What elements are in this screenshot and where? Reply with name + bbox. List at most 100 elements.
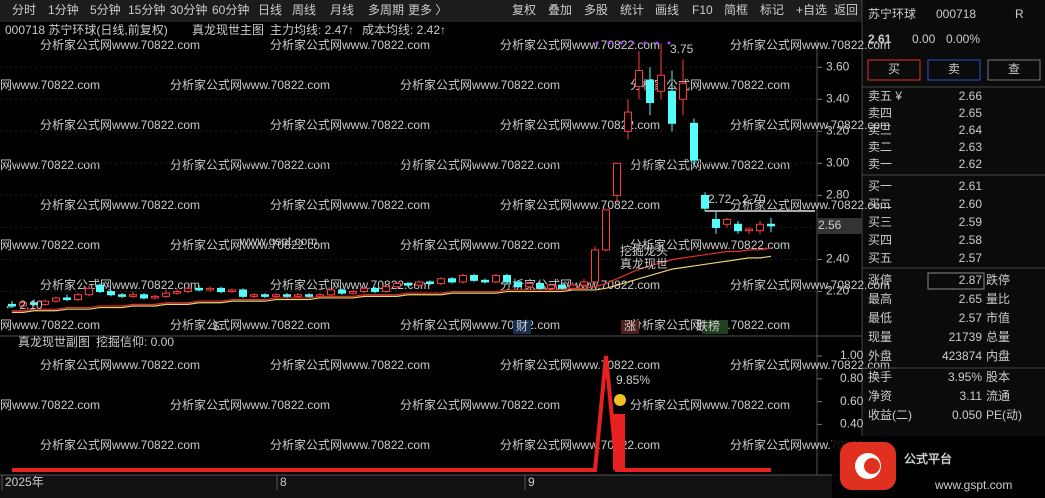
watermark: 分析家公式网www.70822.com — [730, 37, 890, 52]
candle-body — [228, 289, 236, 293]
event-marker[interactable]: 财 — [516, 319, 528, 333]
tool-button[interactable]: 画线 — [655, 3, 679, 17]
tool-button[interactable]: 返回 — [834, 3, 858, 17]
candle-body — [767, 223, 775, 227]
candle-body — [745, 228, 753, 232]
watermark: 分析家公式网www.70822.com — [730, 197, 890, 212]
period-tab[interactable]: 日线 — [258, 3, 282, 17]
signal-dot — [619, 41, 623, 45]
candle-body — [272, 294, 280, 297]
book-label: 卖二 — [868, 140, 892, 154]
signal-bar — [613, 414, 625, 470]
tool-button[interactable]: 复权 — [512, 3, 536, 17]
period-tab[interactable]: 周线 — [292, 3, 316, 17]
candle-body — [558, 284, 566, 289]
watermark: 分析家公式网www.70822.com — [500, 117, 660, 132]
watermark: 分析家公式网www.70822.com — [630, 397, 790, 412]
watermark: 分析家公式网www.70822.com — [270, 37, 430, 52]
watermark: 分析家公式网www.70822.com — [0, 237, 100, 252]
event-marker[interactable]: $ — [213, 319, 220, 333]
candle-body — [96, 284, 104, 293]
stat-label: 净资 — [868, 389, 892, 403]
signal-dot — [595, 41, 599, 45]
period-tab[interactable]: 5分钟 — [90, 2, 121, 17]
candle-body — [283, 294, 291, 297]
trade-button-label[interactable]: 查 — [1008, 62, 1020, 76]
tool-button[interactable]: F10 — [692, 3, 713, 17]
indicator-name: 真龙现世主图 — [192, 23, 264, 37]
candle-body — [30, 302, 38, 305]
watermark: 分析家公式网www.70822.com — [270, 197, 430, 212]
trade-button[interactable] — [987, 59, 1041, 81]
candle-body — [294, 294, 302, 297]
candle-body — [503, 275, 511, 283]
candle-body — [41, 300, 49, 305]
candle-body — [173, 291, 181, 294]
candle-body — [107, 291, 115, 296]
watermark: 分析家公式网www.70822.com — [400, 157, 560, 172]
watermark: 分析家公式网www.70822.com — [270, 277, 430, 292]
stock-code: 000718 苏宁环球(日线,前复权) — [5, 22, 168, 37]
candle-body — [426, 281, 434, 285]
period-tab[interactable]: 月线 — [330, 3, 354, 17]
event-marker[interactable]: 跌榜 — [696, 318, 720, 333]
x-axis-label: 8 — [280, 475, 287, 489]
period-tab[interactable]: 分时 — [12, 3, 36, 17]
watermark: 分析家公式网www.70822.com — [40, 197, 200, 212]
watermark: 分析家公式网www.70822.com — [40, 37, 200, 52]
watermark: 分析家公式网www.70822.com — [400, 237, 560, 252]
y-tick-label: 0.40 — [840, 417, 864, 431]
book-price: 2.62 — [959, 157, 983, 171]
period-tab[interactable]: 15分钟 — [128, 2, 165, 17]
book-label: 买二 — [868, 197, 892, 211]
ma-line — [12, 247, 772, 312]
event-marker[interactable]: 涨 — [624, 318, 636, 333]
stat-label: 换手 — [868, 370, 892, 384]
period-tab[interactable]: 1分钟 — [48, 2, 79, 17]
stock-name: 苏宁环球 — [868, 6, 916, 21]
candle-body — [393, 283, 401, 288]
book-label: 卖三 — [868, 123, 892, 137]
candle-body — [63, 297, 71, 301]
period-tab[interactable]: 30分钟 — [170, 2, 207, 17]
stat-label: 流通 — [986, 389, 1010, 403]
book-price: 2.66 — [959, 89, 983, 103]
watermark: 分析家公式网www.70822.com — [400, 77, 560, 92]
tool-button[interactable]: 标记 — [760, 3, 784, 17]
last-price: 2.61 — [868, 32, 892, 46]
tool-button[interactable]: +自选 — [796, 3, 827, 17]
candle-body — [327, 289, 335, 296]
period-tab[interactable]: 更多 〉 — [408, 3, 447, 17]
book-label: 买四 — [868, 233, 892, 247]
candle-body — [679, 82, 687, 100]
book-price: 2.64 — [959, 123, 983, 137]
candle-body — [613, 162, 621, 196]
trade-button-label[interactable]: 卖 — [948, 62, 960, 76]
trade-button[interactable] — [867, 59, 921, 81]
watermark: 分析家公式网www.70822.com — [170, 317, 330, 332]
watermark: 分析家公式网www.70822.com — [730, 277, 890, 292]
watermark-site: www.gspt.com — [239, 234, 317, 248]
period-tab[interactable]: 多周期 — [368, 3, 404, 17]
tool-button[interactable]: 统计 — [620, 3, 644, 17]
period-tab[interactable]: 60分钟 — [212, 2, 249, 17]
candle-body — [239, 289, 247, 297]
candle-body — [371, 287, 379, 293]
tool-button[interactable]: 叠加 — [548, 3, 572, 17]
candle-body — [690, 122, 698, 161]
book-price: 2.61 — [959, 179, 983, 193]
tool-button[interactable]: 简框 — [724, 3, 748, 17]
event-badge — [702, 320, 728, 334]
trade-button[interactable] — [927, 59, 981, 81]
candle-body — [162, 292, 170, 297]
y-tick-label: 2.40 — [826, 252, 850, 266]
candle-body — [536, 283, 544, 289]
candle-body — [184, 287, 192, 293]
candle-body — [492, 275, 500, 283]
stat-label: 现量 — [868, 330, 892, 344]
candle-body — [646, 79, 654, 103]
trade-button-label[interactable]: 买 — [888, 62, 900, 76]
tool-button[interactable]: 多股 — [584, 3, 608, 17]
book-price: 2.58 — [959, 233, 983, 247]
logo-icon-core — [864, 458, 880, 474]
